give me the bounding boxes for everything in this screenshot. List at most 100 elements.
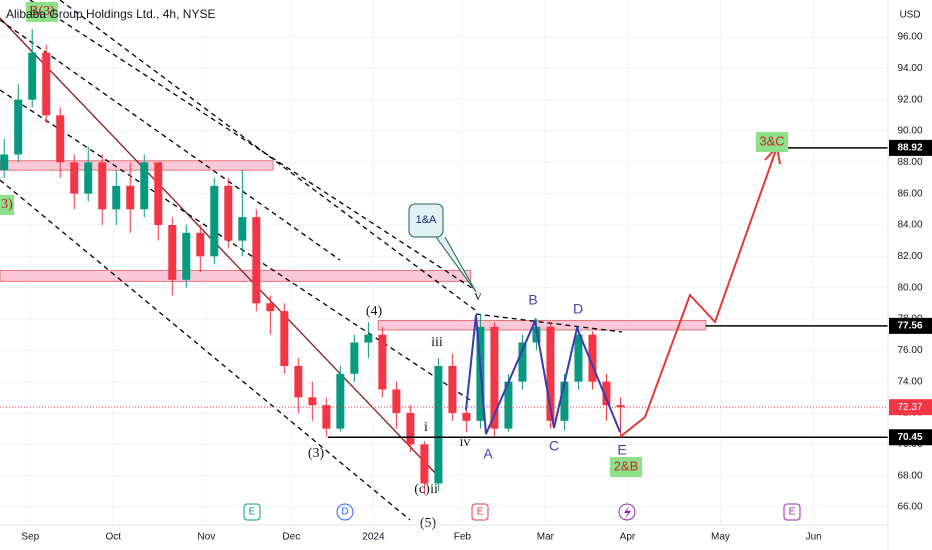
currency: USD [899, 10, 920, 21]
x-tick-label: May [711, 532, 730, 543]
channel-line [29, 0, 476, 291]
event-icon[interactable] [336, 503, 354, 521]
wave-label: 3&C [759, 133, 784, 148]
y-tick-label: 84.00 [897, 220, 922, 231]
candle-body [252, 217, 261, 304]
label-bg [610, 457, 642, 477]
callout [408, 203, 444, 238]
events: E D E E [243, 503, 801, 521]
label-bg [26, 2, 58, 22]
candle-body [420, 444, 429, 484]
wave-label: E [617, 442, 626, 458]
level-label: 88.92 [897, 143, 922, 154]
wave-label: iv [460, 435, 471, 450]
y-tick-label: 92.00 [897, 94, 922, 105]
y-tick-label: 96.00 [897, 32, 922, 43]
wave-label: i [424, 420, 428, 435]
wave-label: C [549, 438, 559, 454]
y-tick-label: 90.00 [897, 126, 922, 137]
candle-body [588, 334, 597, 382]
wave-label: 2&B [614, 458, 639, 473]
trend-line [0, 17, 441, 479]
y-tick-label: 94.00 [897, 63, 922, 74]
wave-label: B(3) [29, 4, 55, 19]
x-tick-label: Mar [537, 532, 555, 543]
event-flash [624, 506, 631, 519]
wave-path [465, 314, 621, 435]
y-tick-label: 80.00 [897, 282, 922, 293]
x-tick-label: Jun [806, 532, 822, 543]
wave-label: ii [430, 482, 438, 497]
candle-body [154, 162, 163, 225]
candle-body [98, 162, 107, 210]
last-price-box [889, 399, 932, 416]
candle-body [112, 185, 121, 210]
candle-body [392, 389, 401, 413]
callout-text: 1&A [416, 214, 437, 226]
y-tick-label: 74.00 [897, 376, 922, 387]
candle-body [126, 185, 135, 210]
wave-label: 3) [1, 197, 13, 212]
event-icon[interactable] [783, 503, 801, 521]
x-tick-label: Dec [282, 532, 300, 543]
chart-title: Alibaba Group Holdings Ltd., 4h, NYSE [6, 7, 215, 21]
wave-label: D [573, 301, 583, 317]
event-label: D [341, 507, 348, 518]
y-tick-label: 82.00 [897, 251, 922, 262]
candle-body [280, 311, 289, 366]
candle-body [518, 342, 527, 382]
x-tick-label: Oct [106, 532, 122, 543]
event-label: E [477, 507, 484, 518]
level-box [889, 139, 932, 156]
last-price-label: 72.37 [897, 402, 922, 413]
zone [0, 160, 274, 171]
candle-body [434, 365, 443, 484]
candle-body [560, 381, 569, 421]
level-label: 77.56 [897, 321, 922, 332]
channel-line [0, 89, 471, 401]
y-tick-label: 76.00 [897, 345, 922, 356]
candle-body [504, 381, 513, 429]
candle-body [196, 232, 205, 257]
candle-body [406, 412, 415, 445]
level-label: 70.45 [897, 432, 922, 443]
event-icon[interactable] [471, 503, 489, 521]
candle-body [210, 185, 219, 257]
candle-body [238, 217, 247, 241]
level-box [889, 429, 932, 446]
label-bg [756, 132, 788, 152]
wave-label: (4) [366, 304, 383, 319]
candle-body [182, 232, 191, 280]
wave-label: (c) [414, 482, 430, 497]
candle-body [448, 365, 457, 413]
y-tick-label: 86.00 [897, 188, 922, 199]
trendlines [0, 0, 623, 521]
axes: 66.0068.0070.0072.0074.0076.0078.0080.00… [21, 32, 932, 543]
candle-body [56, 115, 65, 163]
candle-body [294, 365, 303, 398]
y-tick-label: 68.00 [897, 470, 922, 481]
levels [0, 147, 888, 439]
candle-body [0, 154, 9, 171]
channel-line [0, 19, 341, 261]
x-tick-label: 2024 [362, 532, 385, 543]
wave-label: B [528, 292, 537, 308]
candle-body [336, 373, 345, 429]
event-icon[interactable] [243, 503, 261, 521]
candle-body [378, 334, 387, 390]
zone [0, 269, 472, 282]
grid [0, 0, 888, 525]
candle-body [140, 162, 149, 210]
wave-label: (3) [308, 446, 325, 461]
candle-body [224, 185, 233, 241]
candle-body [308, 397, 317, 406]
candle-body [70, 162, 79, 194]
wave-label: (5) [420, 516, 437, 531]
candle-body [266, 303, 275, 312]
channel-line [475, 313, 623, 333]
candle-body [42, 52, 51, 116]
projection [619, 146, 778, 438]
candle-body [490, 326, 499, 429]
candle-body [364, 334, 373, 343]
